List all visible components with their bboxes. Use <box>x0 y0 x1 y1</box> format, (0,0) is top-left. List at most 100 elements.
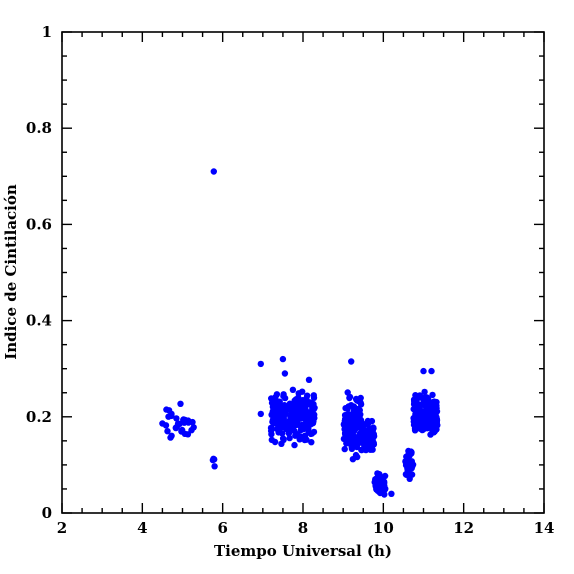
data-point <box>341 445 348 453</box>
data-point <box>257 360 264 368</box>
data-point <box>210 168 217 175</box>
data-point <box>309 401 316 408</box>
data-point <box>310 413 317 420</box>
data-point <box>173 415 180 422</box>
data-point <box>165 413 172 420</box>
data-point <box>276 408 284 416</box>
axis-ticks <box>61 31 545 514</box>
data-point <box>286 434 293 442</box>
y-tick-label: 0.4 <box>26 312 52 330</box>
data-point <box>257 410 264 418</box>
data-point <box>281 370 289 377</box>
data-point <box>416 394 423 401</box>
data-point <box>272 419 279 427</box>
data-point <box>364 417 372 425</box>
data-point <box>189 418 196 426</box>
data-point <box>365 425 373 433</box>
data-point <box>341 412 349 419</box>
data-point <box>289 386 297 393</box>
data-point <box>420 417 428 424</box>
x-tick-label: 12 <box>453 519 474 537</box>
y-tick-label: 1 <box>42 23 52 41</box>
data-point <box>350 419 357 426</box>
data-point <box>270 407 277 415</box>
data-point <box>410 421 418 429</box>
data-point <box>164 428 171 435</box>
data-point <box>431 412 438 420</box>
y-tick-label: 0.2 <box>26 408 52 426</box>
y-tick-label: 0.6 <box>26 215 52 233</box>
data-point <box>268 395 275 402</box>
data-point <box>379 481 386 488</box>
data-point <box>353 396 360 403</box>
x-tick-label: 2 <box>57 519 67 537</box>
x-tick-label: 14 <box>534 519 555 537</box>
data-point <box>268 425 276 432</box>
data-point <box>419 408 427 415</box>
data-point <box>308 420 316 427</box>
data-point <box>210 455 217 462</box>
data-point <box>273 391 281 398</box>
data-point <box>289 425 297 432</box>
data-point <box>180 417 187 424</box>
data-point <box>348 435 356 442</box>
data-point <box>409 463 416 470</box>
data-point <box>282 403 289 410</box>
data-point <box>429 391 436 399</box>
data-point <box>403 471 410 478</box>
data-point <box>211 463 218 470</box>
data-point <box>357 411 364 418</box>
data-point <box>348 445 356 452</box>
data-point <box>342 405 349 412</box>
data-point <box>424 407 431 415</box>
data-point <box>341 435 348 442</box>
data-point <box>416 403 423 410</box>
data-point <box>178 426 186 434</box>
data-point <box>295 398 303 405</box>
data-point <box>159 420 166 427</box>
data-point <box>296 404 303 411</box>
data-point <box>350 404 358 412</box>
y-tick-label: 0 <box>42 504 52 522</box>
data-point <box>376 474 383 481</box>
data-point <box>188 427 195 434</box>
data-point <box>374 483 381 490</box>
data-point <box>421 388 428 396</box>
data-point <box>304 422 311 429</box>
data-point <box>163 406 170 413</box>
data-point <box>279 435 287 442</box>
data-point <box>388 490 395 497</box>
data-point <box>177 400 184 407</box>
data-point <box>305 376 313 383</box>
data-point <box>279 355 287 363</box>
data-point <box>363 431 371 438</box>
data-point <box>297 423 305 430</box>
data-point <box>429 403 436 410</box>
data-point <box>308 439 315 446</box>
data-point <box>425 413 432 420</box>
data-point <box>174 420 182 427</box>
data-point <box>268 436 275 444</box>
data-point <box>433 418 440 426</box>
data-point <box>348 358 355 365</box>
data-point <box>411 427 419 434</box>
data-point <box>370 439 377 447</box>
data-point <box>297 433 304 440</box>
data-point <box>352 451 360 459</box>
data-point <box>404 461 411 468</box>
data-point <box>268 431 275 438</box>
data-point <box>381 491 388 498</box>
y-axis-label: Indice de Cintilación <box>2 184 20 360</box>
data-point <box>168 432 175 439</box>
data-point <box>357 401 365 408</box>
data-point <box>291 441 298 449</box>
x-tick-label: 4 <box>137 519 147 537</box>
data-point <box>297 414 304 421</box>
data-point <box>288 416 295 424</box>
data-point <box>365 442 372 450</box>
data-point <box>420 426 427 433</box>
data-point <box>357 438 364 445</box>
data-point <box>272 401 280 408</box>
data-point <box>357 425 365 432</box>
